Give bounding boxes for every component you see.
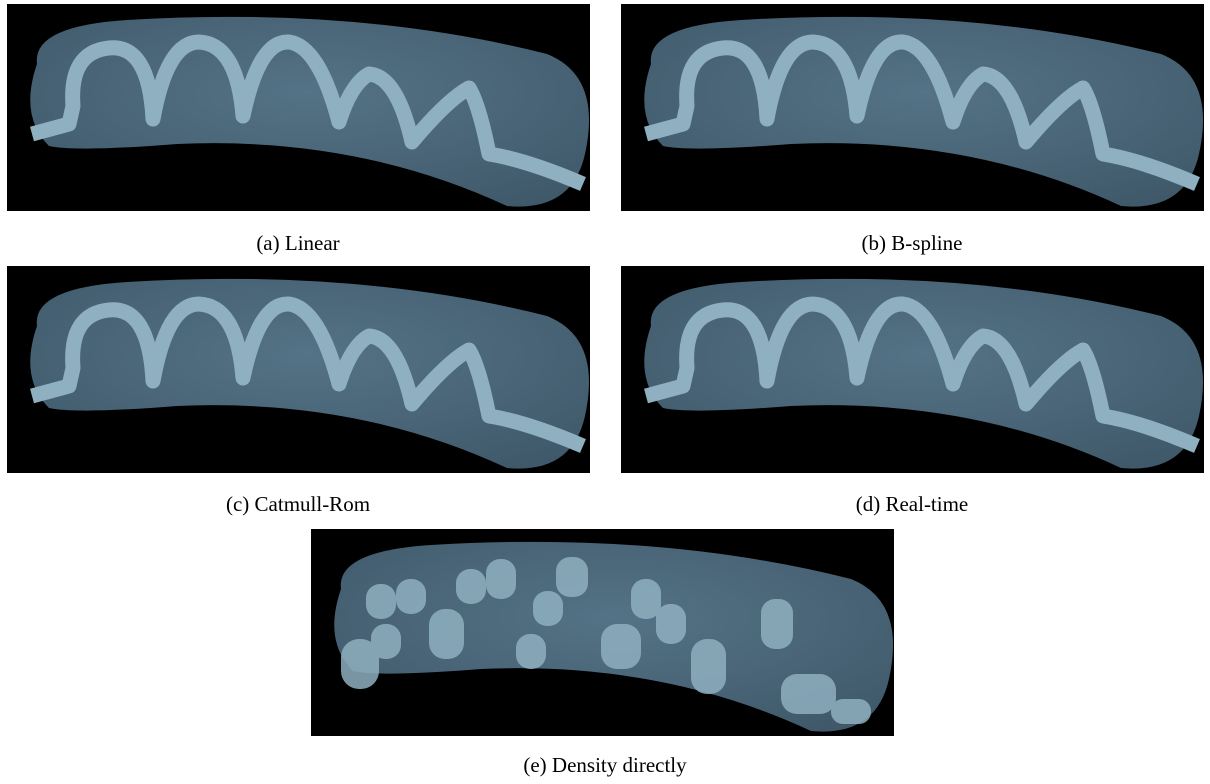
caption: (a) Linear — [256, 231, 339, 255]
blob — [691, 639, 726, 694]
caption: (c) Catmull-Rom — [226, 492, 370, 516]
blob — [366, 584, 396, 619]
blob — [396, 579, 426, 614]
blob — [533, 591, 563, 626]
caption: (b) B-spline — [862, 231, 963, 255]
blob — [601, 624, 641, 669]
caption: (e) Density directly — [523, 753, 687, 777]
blob — [516, 634, 546, 669]
blob — [371, 624, 401, 659]
blob — [761, 599, 793, 649]
page: {"figure": {"panels": [ {"caption": "(a)… — [0, 0, 1210, 784]
figure: (a) Linear (b) B-spline (c) Catmull-Rom … — [0, 0, 1210, 784]
tube — [7, 266, 590, 473]
panel-e — [311, 529, 894, 736]
blob — [429, 609, 464, 659]
tube — [7, 4, 590, 211]
blob — [456, 569, 486, 604]
blob — [556, 557, 588, 597]
tube — [621, 266, 1204, 473]
tube — [621, 4, 1204, 211]
blob — [656, 604, 686, 644]
page-body: (a) Linear (b) B-spline (c) Catmull-Rom … — [0, 0, 1210, 784]
panel-a — [7, 4, 590, 211]
panel-d — [621, 266, 1204, 473]
panel-c — [7, 266, 590, 473]
blob — [831, 699, 871, 724]
blob — [486, 559, 516, 599]
blob — [781, 674, 836, 714]
panel-b — [621, 4, 1204, 211]
blob — [631, 579, 661, 619]
caption: (d) Real-time — [856, 492, 969, 516]
